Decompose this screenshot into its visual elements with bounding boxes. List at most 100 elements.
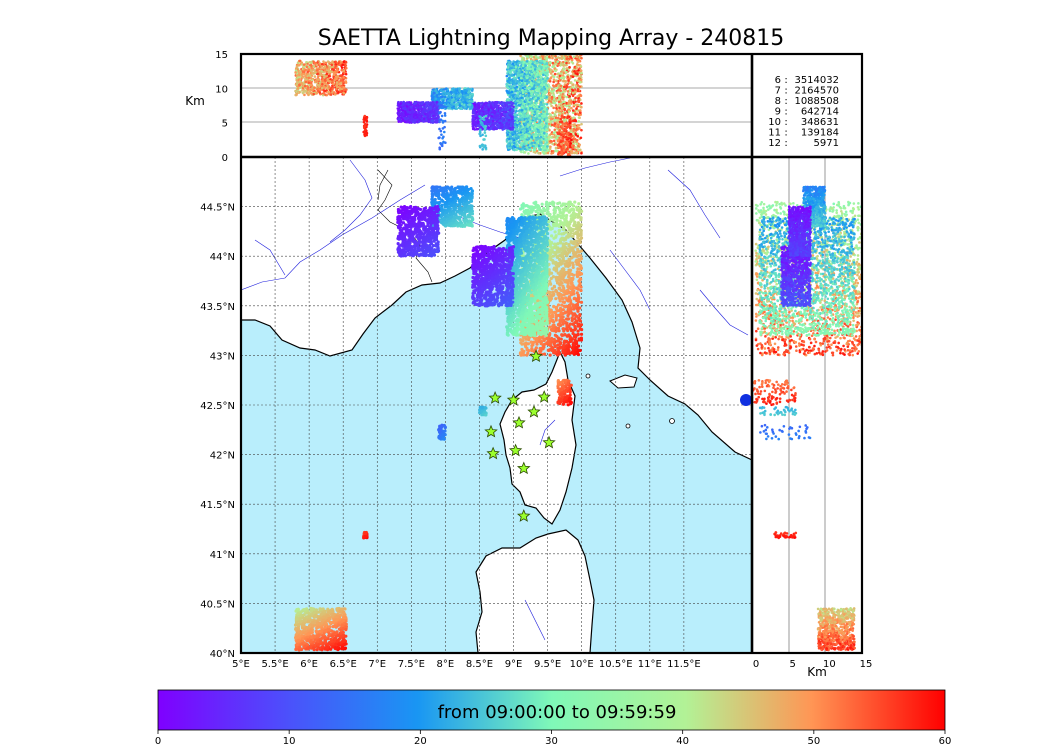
lightning-source-point <box>440 187 445 191</box>
lightning-source-point <box>560 254 564 259</box>
lightning-source-point <box>562 304 566 308</box>
lightning-source-point <box>499 265 503 269</box>
lightning-source-point <box>565 213 569 218</box>
lightning-source-point <box>543 235 548 239</box>
lightning-source-point <box>467 223 472 227</box>
lightning-source-point <box>540 249 545 254</box>
lightning-source-point <box>530 316 534 321</box>
lightning-source-point <box>557 295 561 300</box>
lightning-source-point <box>565 334 569 338</box>
lightning-source-point <box>538 245 542 249</box>
lightning-source-point <box>505 263 509 267</box>
lightning-source-point <box>490 252 494 257</box>
lightning-source-point <box>539 339 544 344</box>
lightning-source-point <box>465 202 469 206</box>
lightning-source-point <box>532 282 536 287</box>
lightning-source-point <box>520 213 524 217</box>
lightning-source-point <box>533 299 537 303</box>
lightning-source-point <box>554 313 558 317</box>
lightning-source-point <box>483 294 487 298</box>
lightning-source-point <box>562 278 566 282</box>
lightning-source-point <box>536 259 541 263</box>
lightning-source-point <box>432 200 436 204</box>
lightning-source-point <box>529 294 533 298</box>
lightning-source-point <box>478 264 482 268</box>
lightning-source-point <box>489 294 493 298</box>
lightning-source-point <box>544 312 548 316</box>
lightning-source-point <box>552 245 556 250</box>
lightning-source-point <box>573 251 577 255</box>
lightning-source-point <box>503 252 507 256</box>
lightning-source-point <box>505 227 510 231</box>
lightning-source-point <box>484 290 489 294</box>
lightning-source-point <box>559 204 564 208</box>
lightning-source-point <box>451 219 456 223</box>
lightning-source-point <box>559 237 563 242</box>
lightning-source-point <box>536 204 540 208</box>
lightning-source-point <box>536 211 540 215</box>
lightning-source-point <box>576 344 581 348</box>
lightning-source-point <box>524 309 529 313</box>
lightning-source-point <box>552 208 556 212</box>
lightning-source-point <box>463 223 467 228</box>
lightning-source-point <box>553 349 557 353</box>
lightning-source-point <box>454 196 459 200</box>
lightning-source-point <box>577 234 581 238</box>
lightning-source-point <box>579 288 583 293</box>
lightning-source-point <box>521 328 525 332</box>
lightning-source-point <box>472 280 476 284</box>
lightning-source-point <box>561 349 565 353</box>
lightning-source-point <box>553 210 557 215</box>
lightning-source-point <box>554 269 558 273</box>
lightning-source-point <box>521 292 525 296</box>
lightning-source-point <box>533 274 538 278</box>
lightning-source-point <box>539 256 544 260</box>
lightning-source-point <box>458 215 462 219</box>
lightning-source-point <box>545 211 549 216</box>
lightning-source-point <box>558 241 562 245</box>
lightning-source-point <box>527 223 531 227</box>
lightning-source-point <box>541 278 545 283</box>
lightning-source-point <box>432 188 436 192</box>
lightning-source-point <box>575 286 579 290</box>
lightning-source-point <box>556 201 560 206</box>
lightning-source-point <box>566 283 570 288</box>
lightning-source-point <box>554 251 558 255</box>
chart-title: SAETTA Lightning Mapping Array - 240815 <box>318 26 785 51</box>
lightning-source-point <box>509 220 514 224</box>
lightning-source-point <box>538 337 542 341</box>
lightning-source-point <box>511 236 515 240</box>
lightning-source-point <box>571 227 575 232</box>
lightning-source-point <box>500 293 504 297</box>
lightning-source-point <box>550 287 554 291</box>
lightning-source-point <box>483 261 488 265</box>
lightning-source-point <box>519 216 523 220</box>
lightning-source-point <box>472 289 476 293</box>
lightning-source-point <box>529 259 533 264</box>
lightning-source-point <box>554 329 558 333</box>
lightning-source-point <box>443 220 447 224</box>
lightning-source-point <box>518 234 522 238</box>
lightning-source-point <box>537 295 541 299</box>
lightning-source-point <box>544 202 548 206</box>
lightning-source-point <box>572 292 576 296</box>
lightning-source-point <box>556 242 560 246</box>
lightning-source-point <box>479 294 484 298</box>
lightning-source-point <box>499 272 503 276</box>
lightning-source-point <box>441 210 445 214</box>
lightning-source-point <box>506 224 510 228</box>
lightning-source-point <box>571 304 576 308</box>
lightning-source-point <box>533 202 538 206</box>
lightning-source-point <box>563 262 567 266</box>
lightning-source-point <box>576 322 580 326</box>
lightning-source-point <box>514 273 518 278</box>
lightning-source-point <box>450 192 454 196</box>
lightning-source-point <box>527 235 531 239</box>
lightning-source-point <box>558 346 562 350</box>
lightning-source-point <box>566 235 570 239</box>
lightning-source-point <box>547 220 551 224</box>
lightning-source-point <box>521 307 525 312</box>
lightning-source-point <box>479 273 483 277</box>
montecristo-island <box>625 423 631 429</box>
